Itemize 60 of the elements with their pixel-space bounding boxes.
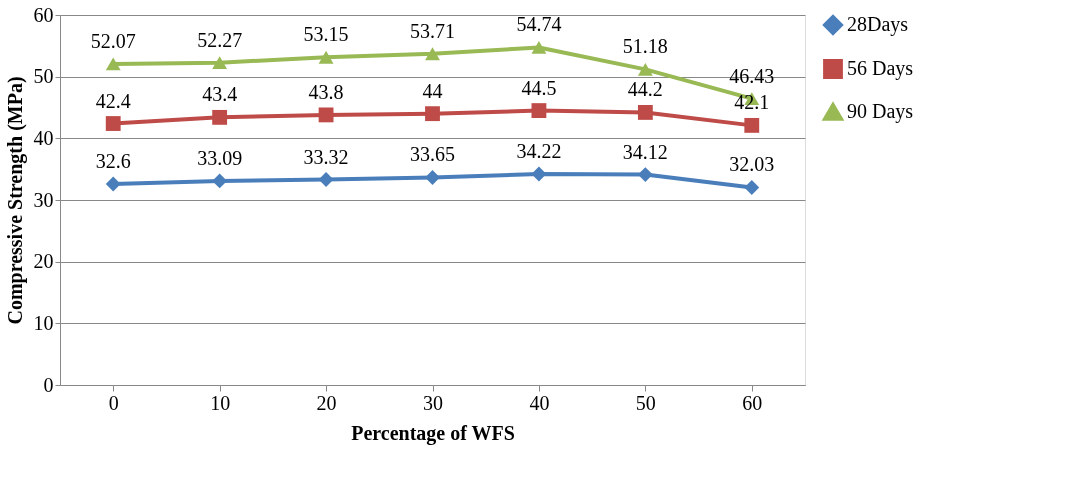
y-tick-label: 30 xyxy=(33,188,54,211)
y-tick-label: 20 xyxy=(33,250,54,273)
x-axis-title: Percentage of WFS xyxy=(351,421,515,445)
legend-label: 90 Days xyxy=(847,100,914,123)
point xyxy=(744,180,760,195)
data-label: 53.71 xyxy=(410,19,455,42)
data-label: 42.4 xyxy=(95,89,131,112)
point xyxy=(425,47,440,61)
x-tick-label: 10 xyxy=(210,391,231,414)
y-tick-label: 40 xyxy=(33,126,54,149)
x-tick-label: 20 xyxy=(316,391,337,414)
point xyxy=(744,117,760,133)
data-label: 44 xyxy=(422,79,443,102)
data-label: 52.07 xyxy=(90,29,136,52)
legend-label: 28Days xyxy=(847,13,909,36)
y-axis-title: Compressive Strength (MPa) xyxy=(3,76,27,325)
y-tick-label: 50 xyxy=(33,65,54,88)
point xyxy=(318,50,334,64)
point xyxy=(105,116,121,131)
data-label: 33.65 xyxy=(410,143,455,166)
point xyxy=(425,170,440,185)
y-tick-label: 10 xyxy=(33,311,54,334)
data-label: 42.1 xyxy=(734,91,770,114)
point xyxy=(212,109,228,125)
point xyxy=(318,172,334,187)
point xyxy=(425,106,440,122)
data-label: 54.74 xyxy=(516,13,562,36)
y-tick-label: 60 xyxy=(33,3,54,26)
x-tick-label: 0 xyxy=(108,391,119,414)
x-tick-label: 30 xyxy=(423,391,443,414)
point xyxy=(637,167,653,183)
point xyxy=(212,173,228,189)
point xyxy=(531,103,547,118)
data-label: 44.2 xyxy=(627,78,663,101)
point xyxy=(105,176,121,192)
point xyxy=(531,41,547,54)
point xyxy=(637,62,653,76)
point xyxy=(105,57,121,71)
legend-label: 56 Days xyxy=(847,57,914,80)
data-label: 33.09 xyxy=(197,146,243,169)
data-label: 46.43 xyxy=(729,64,775,87)
data-label: 32.03 xyxy=(729,153,775,176)
x-tick-label: 40 xyxy=(529,391,550,414)
point xyxy=(637,105,653,120)
data-label: 43.4 xyxy=(202,83,238,106)
y-tick-label: 0 xyxy=(43,373,54,396)
x-tick-label: 60 xyxy=(742,391,763,414)
point xyxy=(318,107,334,123)
data-label: 33.32 xyxy=(303,145,349,168)
point xyxy=(531,166,547,182)
x-tick-label: 50 xyxy=(635,391,656,414)
data-label: 43.8 xyxy=(308,80,344,103)
data-label: 52.27 xyxy=(197,28,243,51)
data-label: 34.22 xyxy=(516,139,562,162)
data-label: 32.6 xyxy=(95,149,131,172)
data-label: 51.18 xyxy=(622,35,668,58)
data-label: 44.5 xyxy=(521,76,557,99)
data-label: 34.12 xyxy=(622,140,668,163)
data-label: 53.15 xyxy=(303,23,349,46)
point xyxy=(212,56,228,70)
